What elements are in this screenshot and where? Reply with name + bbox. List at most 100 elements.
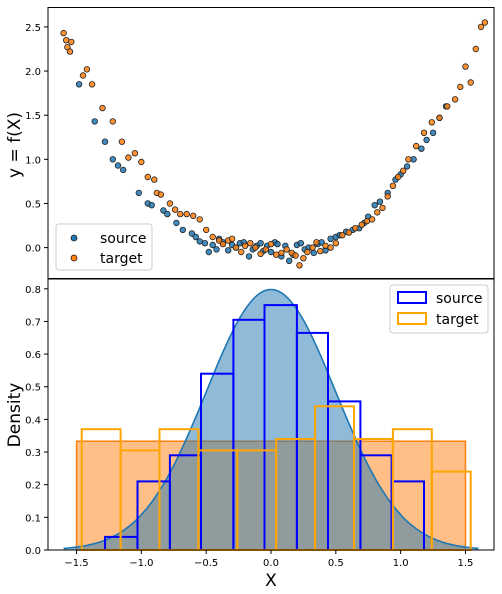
bottom-y-tick-label: 0.4	[25, 415, 41, 426]
source-density-fill	[63, 289, 479, 550]
scatter-point-target	[237, 248, 245, 256]
bottom-y-tick-label: 0.1	[25, 513, 41, 524]
top-y-tick-label: 2.0	[25, 67, 41, 78]
x-tick-label: 0.5	[328, 558, 344, 569]
scatter-point-target	[157, 191, 164, 198]
scatter-point-target	[309, 244, 316, 251]
bottom-y-tick-label: 0.2	[25, 481, 41, 492]
x-tick-label: 1.5	[458, 558, 474, 569]
scatter-point-source	[135, 189, 142, 197]
scatter-point-target	[296, 262, 303, 269]
scatter-point-target	[317, 247, 324, 255]
scatter-point-source	[179, 226, 186, 234]
bottom-legend: source target	[389, 284, 489, 334]
scatter-point-target	[215, 237, 223, 244]
scatter-point-source	[371, 201, 378, 209]
scatter-point-source	[418, 145, 425, 152]
scatter-point-target	[267, 240, 275, 248]
scatter-point-source	[297, 239, 304, 247]
scatter-point-target	[457, 83, 464, 91]
top-y-axis: 0.0 0.5 1.0 1.5 2.0 2.5	[25, 23, 48, 255]
scatter-point-source	[410, 156, 417, 163]
scatter-point-source	[257, 239, 264, 247]
bottom-y-tick-label: 0.0	[25, 546, 41, 557]
legend-source-label: source	[100, 231, 147, 247]
scatter-point-target	[176, 210, 184, 218]
legend-target-label: target	[100, 251, 143, 267]
bottom-legend-box	[389, 284, 489, 334]
scatter-point-target	[278, 249, 285, 257]
scatter-point-target	[138, 158, 145, 166]
scatter-point-source	[274, 240, 281, 248]
bottom-y-tick-label: 0.3	[25, 448, 41, 459]
top-y-tick-label: 2.5	[25, 23, 41, 34]
scatter-panel: 0.0 0.5 1.0 1.5 2.0 2.5 y = f(X) source targe…	[5, 7, 495, 279]
top-legend-box	[55, 223, 153, 271]
scatter-points	[60, 19, 489, 269]
scatter-point-target	[166, 200, 174, 207]
scatter-point-target	[247, 239, 254, 247]
bottom-y-axis: 0.0 0.1 0.2 0.3 0.4 0.5 0.6 0.7 0.8	[25, 285, 48, 557]
scatter-point-target	[400, 167, 407, 174]
scatter-point-source	[109, 156, 116, 163]
scatter-point-target	[339, 231, 346, 239]
scatter-point-source	[423, 136, 430, 144]
scatter-point-target	[300, 255, 307, 262]
top-legend: source target	[55, 223, 153, 271]
bottom-y-tick-label: 0.5	[25, 383, 41, 394]
scatter-point-source	[286, 257, 293, 264]
scatter-point-target	[444, 103, 451, 110]
x-tick-label: −1.5	[64, 558, 88, 569]
scatter-point-target	[363, 217, 371, 225]
scatter-point-source	[160, 207, 167, 214]
scatter-point-target	[273, 251, 280, 258]
scatter-point-target	[428, 119, 435, 126]
scatter-point-source	[119, 166, 127, 174]
bottom-legend-source-label: source	[436, 291, 483, 307]
scatter-point-source	[101, 138, 109, 145]
top-y-tick-label: 0.5	[25, 199, 41, 210]
scatter-point-target	[379, 204, 386, 212]
scatter-point-source	[75, 81, 83, 88]
scatter-point-source	[213, 246, 220, 253]
scatter-point-target	[171, 206, 179, 213]
scatter-point-source	[91, 118, 98, 125]
legend-target-marker	[70, 254, 78, 262]
scatter-point-target	[88, 81, 96, 88]
scatter-point-source	[205, 248, 212, 256]
scatter-point-target	[304, 248, 311, 256]
scatter-point-target	[219, 240, 227, 248]
x-tick-label: −1.0	[129, 558, 153, 569]
scatter-point-source	[173, 219, 180, 227]
scatter-point-target	[467, 79, 474, 86]
scatter-point-target	[413, 142, 420, 150]
scatter-point-target	[292, 252, 299, 259]
scatter-point-source	[245, 253, 253, 260]
scatter-point-target	[228, 235, 236, 242]
scatter-point-target	[481, 19, 489, 26]
scatter-point-source	[188, 230, 196, 237]
scatter-point-target	[68, 38, 75, 46]
scatter-point-target	[394, 173, 402, 181]
scatter-point-source	[310, 249, 317, 257]
scatter-point-target	[358, 221, 365, 228]
scatter-point-source	[114, 162, 122, 169]
bottom-y-axis-label: Density	[5, 383, 25, 448]
scatter-point-source	[196, 238, 203, 245]
scatter-point-target	[202, 226, 210, 234]
scatter-point-target	[389, 182, 397, 189]
scatter-point-target	[283, 246, 290, 253]
histogram-panel: −1.5 −1.0 −0.5 0.0 0.5 1.0 1.5 0.0 0.1 0.2 0.3 0.4…	[5, 278, 495, 591]
scatter-point-source	[429, 129, 437, 136]
scatter-point-target	[257, 250, 264, 257]
scatter-point-target	[345, 229, 352, 236]
scatter-point-target	[436, 114, 443, 121]
bottom-legend-target-label: target	[436, 312, 479, 328]
scatter-point-target	[125, 154, 132, 161]
bottom-plot-frame	[47, 278, 495, 551]
top-y-tick-label: 1.0	[25, 155, 41, 166]
scatter-point-target	[196, 216, 203, 223]
scatter-point-target	[131, 149, 139, 157]
scatter-point-target	[241, 242, 249, 249]
